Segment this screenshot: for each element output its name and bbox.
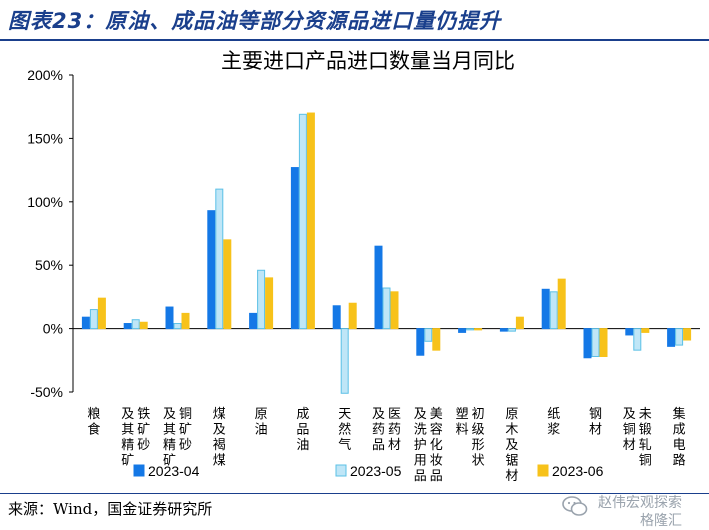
bar-2023-06 bbox=[348, 302, 357, 330]
bar-2023-05 bbox=[675, 328, 684, 346]
bar-2023-06 bbox=[139, 321, 148, 330]
x-tick-label: 天然气 bbox=[338, 407, 351, 453]
bar-chart: 主要进口产品进口数量当月同比 -50% 0% 50% 100% 150% 200% 粮食 铁… bbox=[27, 49, 700, 484]
x-tick-label: 及其精矿 bbox=[163, 407, 176, 469]
bar-2023-04 bbox=[625, 328, 634, 336]
bar-2023-06 bbox=[599, 328, 608, 357]
source-note: 来源：Wind，国金证券研究所 bbox=[8, 500, 213, 518]
bar-2023-04 bbox=[207, 210, 216, 330]
wechat-icon bbox=[562, 496, 588, 516]
bar-2023-05 bbox=[173, 323, 182, 330]
x-tick-label: 铜矿砂 bbox=[179, 407, 192, 453]
bar-2023-06 bbox=[223, 239, 232, 330]
x-tick-label: 原油 bbox=[255, 407, 268, 438]
bar-2023-05 bbox=[382, 287, 391, 330]
x-tick-label: 及其精矿 bbox=[121, 407, 134, 469]
bar-2023-04 bbox=[499, 328, 508, 332]
title-divider bbox=[0, 39, 709, 41]
x-tick-label: 初级形状 bbox=[472, 407, 485, 469]
bar-2023-05 bbox=[633, 328, 642, 351]
y-tick-label: -50% bbox=[30, 384, 63, 400]
x-tick-label: 塑料 bbox=[456, 407, 469, 438]
bar-2023-05 bbox=[507, 328, 516, 332]
bar-2023-06 bbox=[557, 278, 566, 330]
watermark: 赵伟宏观探索 格隆汇 bbox=[560, 491, 706, 529]
bar-2023-05 bbox=[466, 328, 475, 331]
bar-2023-05 bbox=[340, 328, 349, 394]
bar-2023-06 bbox=[683, 328, 692, 341]
bar-2023-05 bbox=[89, 309, 98, 330]
bar-2023-04 bbox=[123, 323, 132, 330]
legend-label-2023-05: 2023-05 bbox=[350, 463, 402, 479]
x-tick-label: 及铜材 bbox=[623, 407, 636, 453]
chart-title: 主要进口产品进口数量当月同比 bbox=[221, 49, 515, 73]
y-tick-label: 100% bbox=[27, 194, 63, 210]
legend-swatch-2023-05 bbox=[335, 464, 347, 477]
bar-2023-06 bbox=[181, 312, 190, 330]
bar-2023-05 bbox=[215, 188, 224, 330]
bar-2023-06 bbox=[641, 328, 650, 333]
x-tick-label: 及洗护用品 bbox=[414, 407, 427, 484]
watermark-account: 赵伟宏观探索 bbox=[598, 495, 682, 511]
x-tick-label: 集成电路 bbox=[673, 406, 686, 469]
x-tick-label: 医药材 bbox=[388, 407, 401, 453]
bar-2023-04 bbox=[374, 245, 383, 330]
bar-2023-05 bbox=[257, 269, 266, 330]
bar-2023-06 bbox=[306, 112, 315, 330]
y-tick-label: 200% bbox=[27, 67, 63, 83]
bar-2023-04 bbox=[458, 328, 467, 333]
legend-swatch-2023-06 bbox=[537, 464, 549, 477]
bar-2023-06 bbox=[432, 328, 441, 351]
x-tick-label: 煤及褐煤 bbox=[213, 407, 226, 469]
legend-label-2023-06: 2023-06 bbox=[552, 463, 604, 479]
watermark-brand: 格隆汇 bbox=[640, 513, 682, 529]
bar-2023-04 bbox=[165, 306, 174, 330]
bar-2023-04 bbox=[81, 316, 90, 330]
bar-2023-06 bbox=[474, 328, 483, 331]
bar-2023-05 bbox=[424, 328, 433, 342]
footer-divider bbox=[0, 493, 709, 494]
bar-2023-04 bbox=[416, 328, 425, 356]
y-tick-label: 50% bbox=[35, 257, 63, 273]
figure-title: 图表23：原油、成品油等部分资源品进口量仍提升 bbox=[8, 9, 502, 33]
x-tick-label: 铁矿砂 bbox=[137, 407, 150, 453]
bar-2023-06 bbox=[515, 316, 524, 330]
bar-2023-04 bbox=[541, 288, 550, 330]
bar-2023-06 bbox=[97, 297, 106, 330]
bar-2023-06 bbox=[265, 277, 274, 330]
bar-2023-05 bbox=[298, 113, 307, 330]
x-tick-label: 钢材 bbox=[589, 407, 602, 438]
bar-2023-05 bbox=[591, 328, 600, 357]
y-tick-label: 0% bbox=[43, 321, 63, 337]
x-tick-label: 成品油 bbox=[296, 407, 309, 453]
bar-2023-04 bbox=[583, 328, 592, 359]
bar-2023-04 bbox=[249, 312, 258, 330]
bar-2023-06 bbox=[390, 291, 399, 330]
bar-2023-05 bbox=[131, 319, 140, 330]
x-tick-label: 及药品 bbox=[372, 407, 385, 453]
bar-2023-04 bbox=[290, 167, 299, 330]
x-tick-label: 纸浆 bbox=[547, 407, 560, 438]
bar-2023-05 bbox=[549, 291, 558, 330]
legend-label-2023-04: 2023-04 bbox=[148, 463, 200, 479]
bar-2023-04 bbox=[667, 328, 676, 347]
x-tick-label: 未锻轧铜 bbox=[639, 407, 652, 469]
x-tick-label: 粮食 bbox=[87, 407, 100, 438]
legend-swatch-2023-04 bbox=[133, 464, 145, 477]
y-tick-label: 150% bbox=[27, 130, 63, 146]
bar-2023-04 bbox=[332, 305, 341, 330]
x-tick-label: 美容化妆品 bbox=[430, 407, 443, 484]
x-tick-label: 原木及锯材 bbox=[505, 407, 518, 484]
